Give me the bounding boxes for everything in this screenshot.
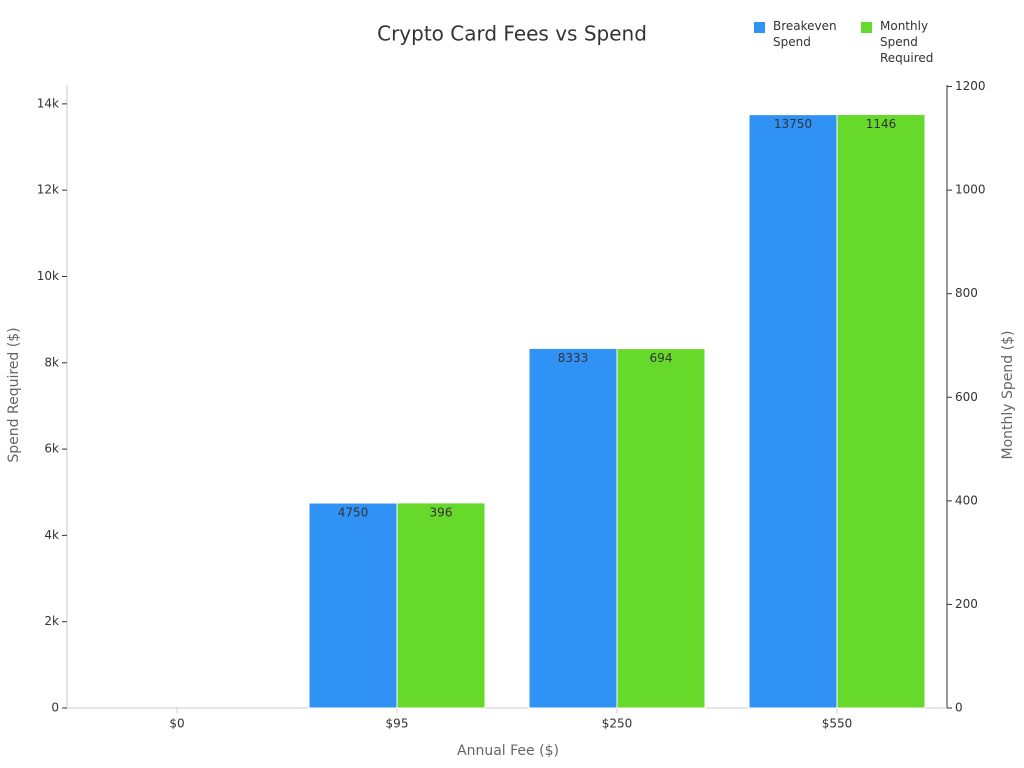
y2-tick-label: 1000 <box>955 183 986 197</box>
legend-label: Breakeven Spend <box>773 19 837 49</box>
y2-tick-label: 0 <box>955 701 963 715</box>
y-tick-label: 4k <box>44 528 59 542</box>
legend-item: Breakeven Spend <box>754 18 841 66</box>
x-tick-label: $550 <box>822 717 853 731</box>
bar <box>308 502 398 709</box>
bar <box>396 502 486 709</box>
x-tick-label: $250 <box>602 717 633 731</box>
value-label: 694 <box>650 351 673 365</box>
bar <box>748 114 838 709</box>
value-label: 1146 <box>866 117 897 131</box>
value-label: 8333 <box>558 351 589 365</box>
x-axis-title: Annual Fee ($) <box>457 743 559 759</box>
y-tick-label: 0 <box>51 701 59 715</box>
value-label: 4750 <box>338 506 369 520</box>
x-tick-label: $0 <box>169 717 184 731</box>
y-tick-label: 8k <box>44 355 59 369</box>
chart-title: Crypto Card Fees vs Spend <box>377 22 647 46</box>
y2-tick-label: 200 <box>955 597 978 611</box>
x-tick-label: $95 <box>386 717 409 731</box>
y2-tick-label: 400 <box>955 493 978 507</box>
y-tick-label: 6k <box>44 442 59 456</box>
bar <box>528 347 618 709</box>
y2-tick-label: 1200 <box>955 79 986 93</box>
y-tick-label: 12k <box>37 183 59 197</box>
y2-axis-title: Monthly Spend ($) <box>1000 331 1016 460</box>
legend: Breakeven Spend Monthly Spend Required <box>754 18 948 66</box>
y-tick-label: 2k <box>44 614 59 628</box>
y-axis-title: Spend Required ($) <box>6 327 22 462</box>
legend-swatch <box>754 22 765 33</box>
value-label: 13750 <box>774 117 812 131</box>
y2-tick-label: 800 <box>955 286 978 300</box>
value-label: 396 <box>430 505 453 519</box>
bar <box>616 348 706 709</box>
y-tick-label: 14k <box>37 96 59 110</box>
y-tick-label: 10k <box>37 269 59 283</box>
bar <box>836 114 926 709</box>
legend-item: Monthly Spend Required <box>861 18 948 66</box>
y2-tick-label: 600 <box>955 390 978 404</box>
legend-label: Monthly Spend Required <box>880 19 934 65</box>
legend-swatch <box>861 22 872 33</box>
